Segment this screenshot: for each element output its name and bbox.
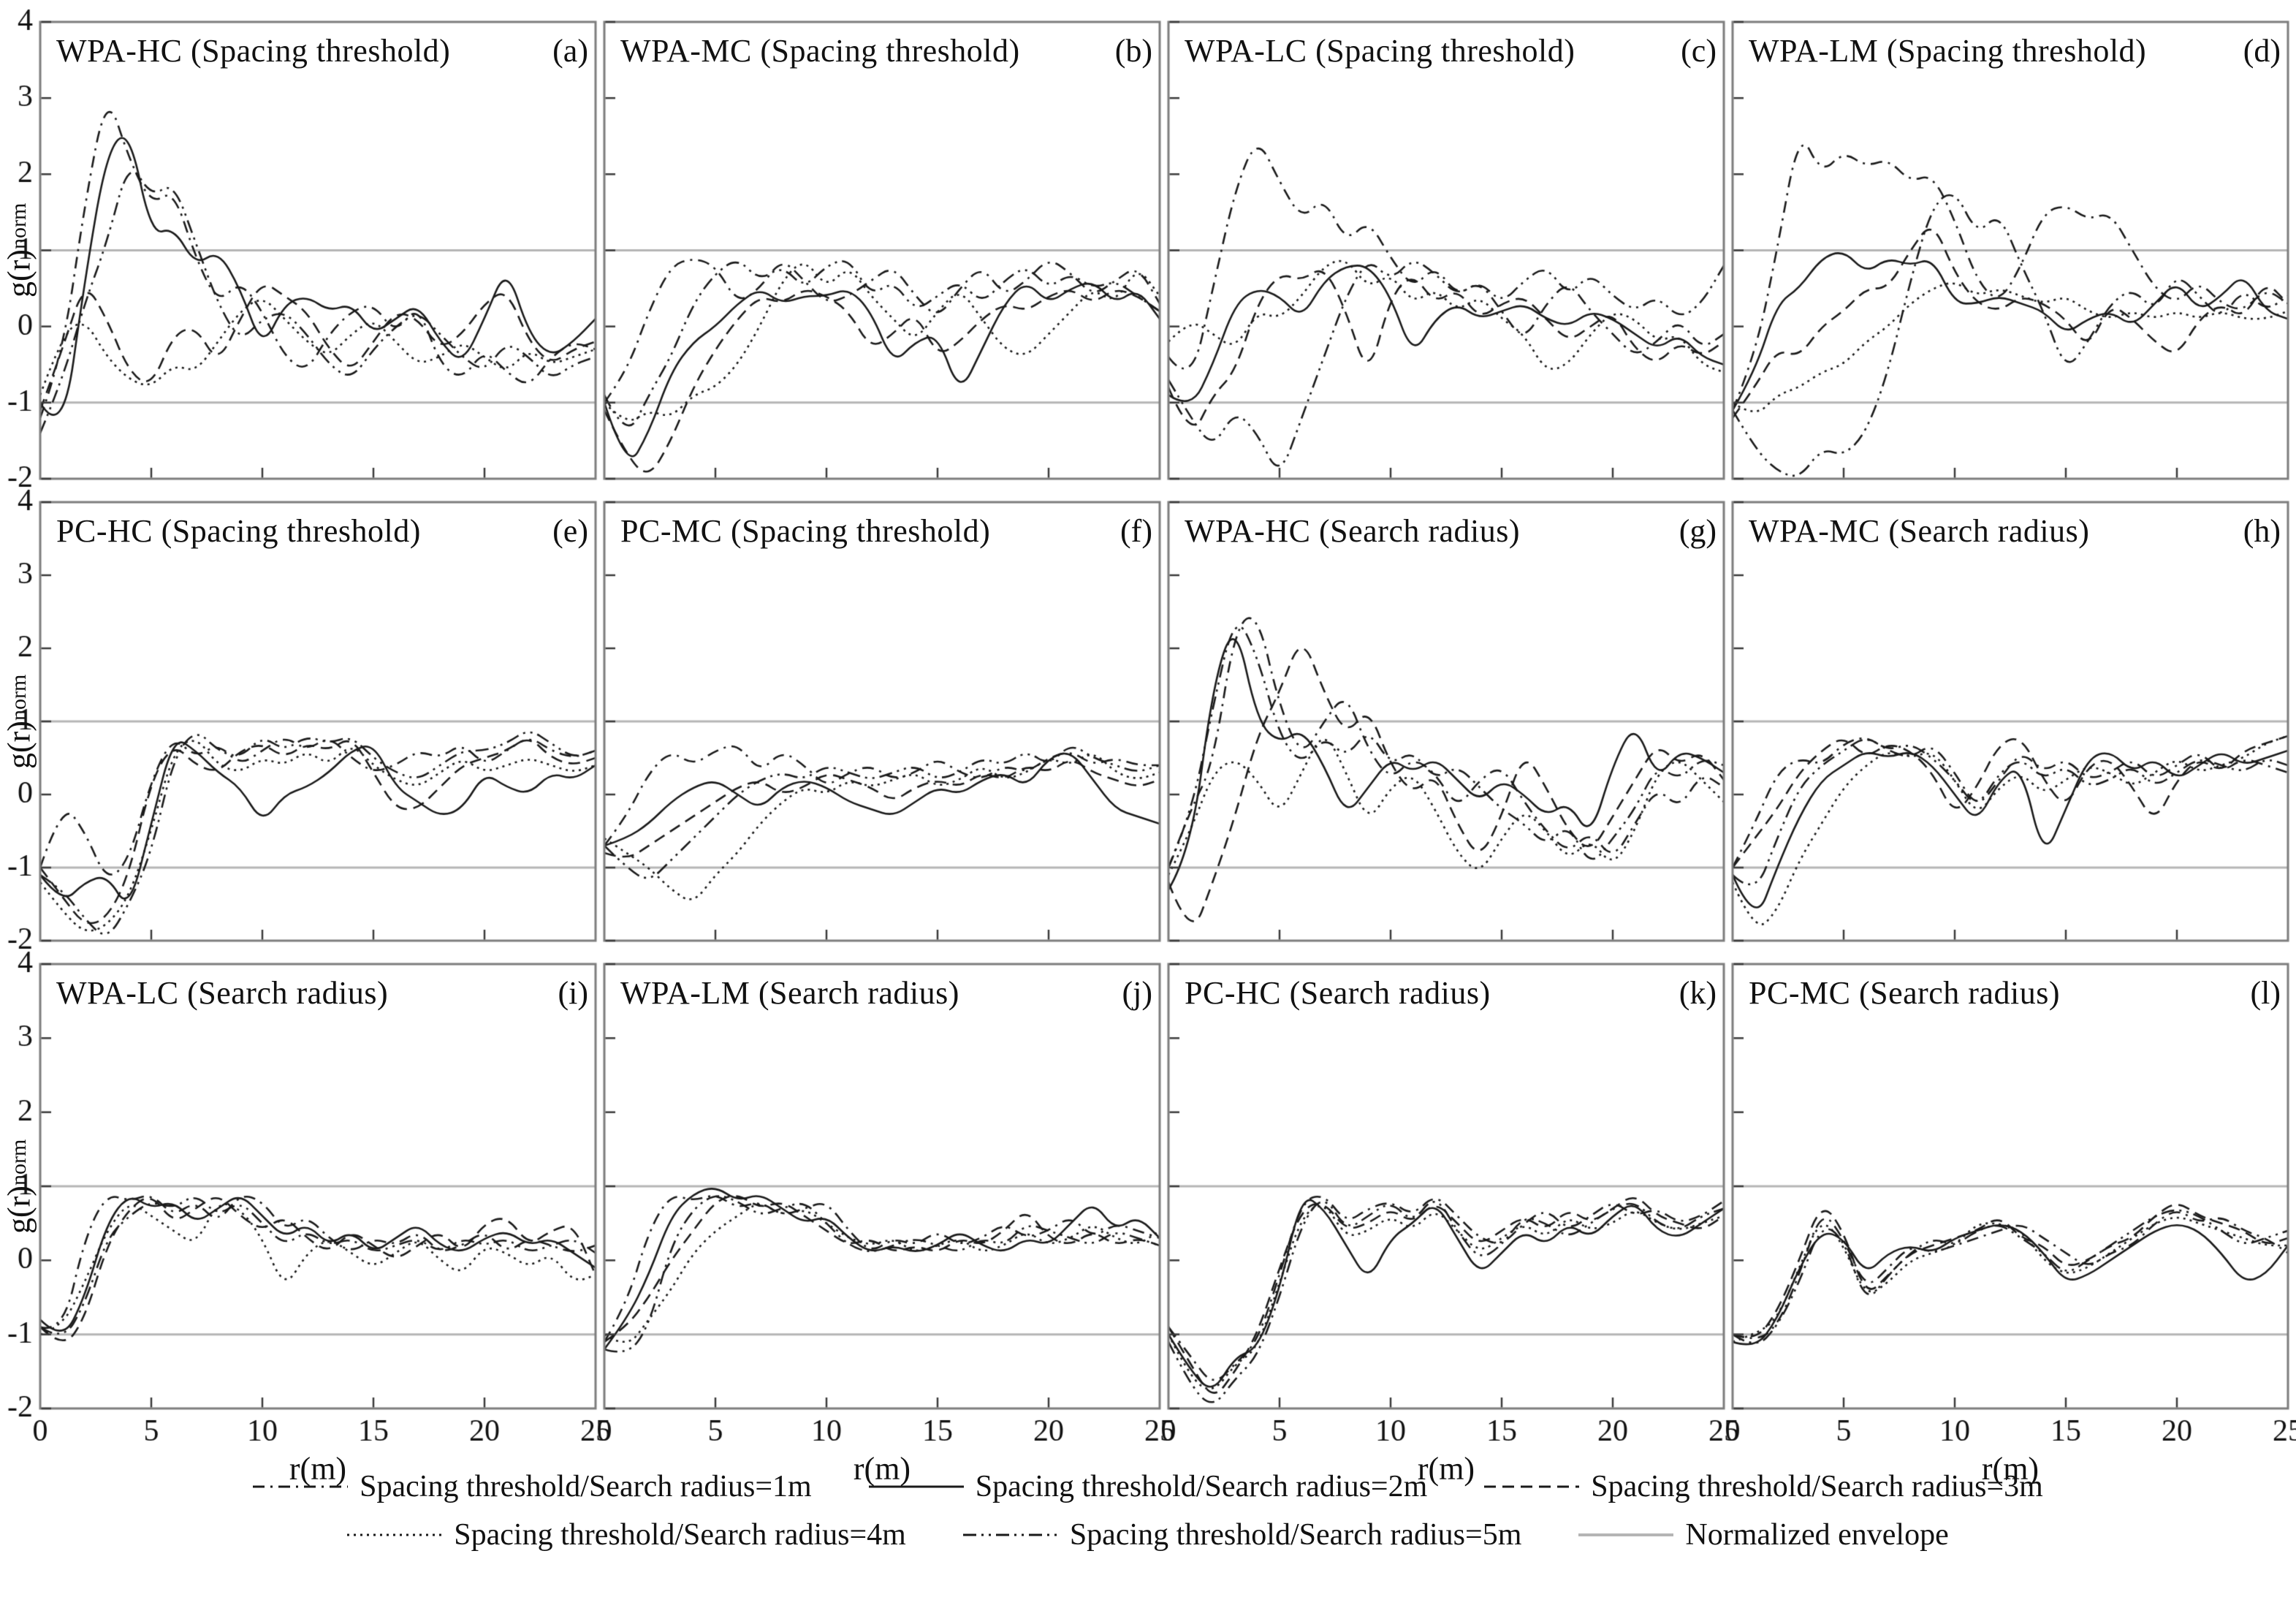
panel-title-j: WPA-LM (Search radius): [620, 975, 959, 1011]
panel-letter-d: (d): [2243, 33, 2281, 69]
y-axis-label-row2: g(r) norm: [1, 674, 37, 769]
legend-item-2m: Spacing threshold/Search radius=2m: [868, 1469, 1428, 1504]
panel-title-g: WPA-HC (Search radius): [1185, 513, 1521, 549]
x-axis-label-l: r(m): [1981, 1451, 2040, 1487]
panel-letter-l: (l): [2250, 975, 2281, 1011]
legend-row-2: Spacing threshold/Search radius=4m Spaci…: [347, 1517, 1949, 1552]
legend-label: Spacing threshold/Search radius=2m: [975, 1470, 1428, 1503]
legend-label: Spacing threshold/Search radius=3m: [1591, 1470, 2043, 1503]
legend-line-sample-dashdotdot: [962, 1533, 1058, 1536]
legend-item-4m: Spacing threshold/Search radius=4m: [347, 1517, 906, 1552]
x-axis-label-k: r(m): [1417, 1451, 1475, 1487]
panel-title-h: WPA-MC (Search radius): [1749, 513, 2090, 549]
legend-line-sample-dashed: [1484, 1485, 1580, 1488]
panel-title-f: PC-MC (Spacing threshold): [620, 513, 991, 549]
panel-letter-h: (h): [2243, 513, 2281, 549]
panel-title-k: PC-HC (Search radius): [1185, 975, 1491, 1011]
panel-title-a: WPA-HC (Spacing threshold): [56, 33, 451, 69]
panel-letter-c: (c): [1681, 33, 1717, 69]
panel-letter-a: (a): [552, 33, 588, 69]
legend-line-sample-dotted: [347, 1533, 443, 1536]
y-axis-label-row3: g(r) norm: [1, 1139, 37, 1234]
panel-letter-b: (b): [1114, 33, 1152, 69]
panel-title-b: WPA-MC (Spacing threshold): [620, 33, 1020, 69]
legend-line-sample-envelope: [1578, 1533, 1674, 1536]
legend-item-5m: Spacing threshold/Search radius=5m: [962, 1517, 1522, 1552]
panel-letter-g: (g): [1679, 513, 1717, 549]
panel-letter-e: (e): [552, 513, 588, 549]
legend-line-sample-solid: [868, 1485, 964, 1488]
panel-letter-j: (j): [1122, 975, 1152, 1011]
panel-title-i: WPA-LC (Search radius): [56, 975, 389, 1011]
x-axis-label-i: r(m): [289, 1451, 347, 1487]
panel-title-d: WPA-LM (Spacing threshold): [1749, 33, 2147, 69]
panel-title-l: PC-MC (Search radius): [1749, 975, 2060, 1011]
x-axis-label-j: r(m): [853, 1451, 911, 1487]
y-axis-label-row1: g(r) norm: [1, 202, 37, 298]
legend-label: Spacing threshold/Search radius=5m: [1069, 1518, 1522, 1552]
panel-title-e: PC-HC (Spacing threshold): [56, 513, 421, 549]
panel-letter-f: (f): [1120, 513, 1152, 549]
legend-item-3m: Spacing threshold/Search radius=3m: [1484, 1469, 2043, 1504]
legend-line-sample-dashdot: [253, 1485, 349, 1488]
legend-label: Spacing threshold/Search radius=1m: [360, 1470, 812, 1503]
legend-item-1m: Spacing threshold/Search radius=1m: [253, 1469, 812, 1504]
panel-letter-k: (k): [1679, 975, 1717, 1011]
legend: Spacing threshold/Search radius=1m Spaci…: [0, 1469, 2296, 1552]
legend-label: Spacing threshold/Search radius=4m: [454, 1518, 906, 1552]
legend-label: Normalized envelope: [1685, 1518, 1949, 1552]
panel-letter-i: (i): [558, 975, 588, 1011]
panel-title-c: WPA-LC (Spacing threshold): [1185, 33, 1575, 69]
legend-row-1: Spacing threshold/Search radius=1m Spaci…: [253, 1469, 2043, 1504]
legend-item-envelope: Normalized envelope: [1578, 1517, 1949, 1552]
